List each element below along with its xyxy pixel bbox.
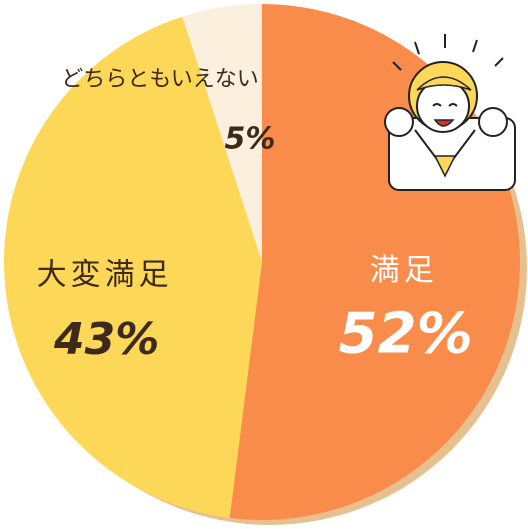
category-label: 大変満足 (37, 258, 173, 293)
category-label: 満足 (370, 253, 438, 288)
chart: 満足 52% 大変満足 43% どちらともいえない 5% (0, 0, 528, 529)
value-label: 52% (339, 302, 473, 367)
value-label: 43% (53, 314, 159, 365)
category-label: どちらともいえない (61, 67, 259, 92)
page: 満足52%大変満足43%どちらともいえない5% (() => { const d… (0, 0, 528, 529)
value-label: 5% (225, 122, 276, 157)
